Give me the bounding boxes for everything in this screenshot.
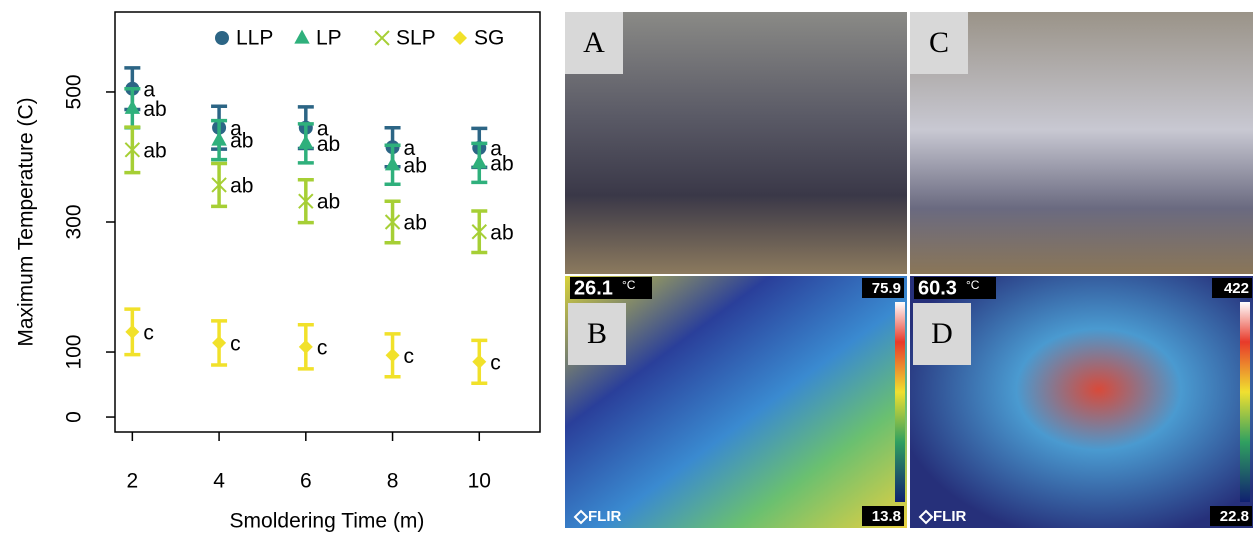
y-tick-label: 100 <box>63 335 86 370</box>
x-axis-title: Smoldering Time (m) <box>230 510 425 533</box>
x-tick-label: 10 <box>468 470 491 493</box>
photos: A C B D 26.1 °C 75.9 13.8 FLIR 60.3 °C 4… <box>565 12 1253 528</box>
unit: °C <box>622 278 636 292</box>
y-tick-label: 500 <box>63 74 86 109</box>
x-tick-label: 6 <box>300 470 312 493</box>
legend-marker <box>375 31 389 45</box>
legend-label: LLP <box>236 27 273 50</box>
x-tick-label: 2 <box>127 470 139 493</box>
scale-max: 75.9 <box>872 280 901 297</box>
scale-min: 22.8 <box>1220 508 1249 525</box>
significance-label: ab <box>143 139 166 162</box>
unit: °C <box>966 278 980 292</box>
marker <box>299 340 313 354</box>
marker <box>298 135 313 149</box>
figure: Smoldering Time (m) Maximum Temperature … <box>0 0 1253 538</box>
significance-label: ab <box>230 174 253 197</box>
y-axis-title: Maximum Temperature (C) <box>15 97 38 346</box>
marker <box>386 348 400 362</box>
significance-label: ab <box>490 221 513 244</box>
color-scale <box>1240 302 1250 502</box>
spot-temp: 60.3 <box>918 277 957 299</box>
significance-label: ab <box>230 130 253 153</box>
y-tick-label: 300 <box>63 204 86 239</box>
legend-marker <box>294 30 309 44</box>
significance-label: ab <box>404 212 427 235</box>
significance-label: c <box>404 345 415 368</box>
significance-label: ab <box>404 154 427 177</box>
plot-frame <box>115 12 540 432</box>
scale-max: 422 <box>1224 280 1249 297</box>
significance-label: ab <box>490 152 513 175</box>
marker <box>212 336 226 350</box>
marker <box>211 132 226 146</box>
significance-label: c <box>143 321 154 344</box>
significance-label: c <box>490 351 501 374</box>
significance-label: ab <box>317 191 340 214</box>
legend-marker <box>215 31 229 45</box>
scale-min: 13.8 <box>872 508 901 525</box>
spot-temp: 26.1 <box>574 277 613 299</box>
panel-label: A <box>583 26 605 59</box>
marker <box>472 154 487 168</box>
brand: FLIR <box>588 508 621 525</box>
marker <box>125 325 139 339</box>
brand: FLIR <box>933 508 966 525</box>
x-tick-label: 8 <box>387 470 399 493</box>
significance-label: ab <box>317 133 340 156</box>
marker <box>472 355 486 369</box>
significance-label: c <box>317 336 328 359</box>
significance-label: ab <box>143 98 166 121</box>
marker <box>385 156 400 170</box>
significance-label: c <box>230 332 241 355</box>
panel-label: D <box>931 317 953 350</box>
legend-marker <box>453 31 467 45</box>
y-tick-label: 0 <box>63 411 86 423</box>
color-scale <box>895 302 905 502</box>
panel-label: C <box>929 26 949 59</box>
panel-label: B <box>587 317 607 350</box>
marker <box>125 100 140 114</box>
plot: Smoldering Time (m) Maximum Temperature … <box>15 12 540 533</box>
legend-label: SLP <box>396 27 436 50</box>
legend-label: LP <box>316 27 342 50</box>
x-tick-label: 4 <box>213 470 225 493</box>
legend-label: SG <box>474 27 504 50</box>
